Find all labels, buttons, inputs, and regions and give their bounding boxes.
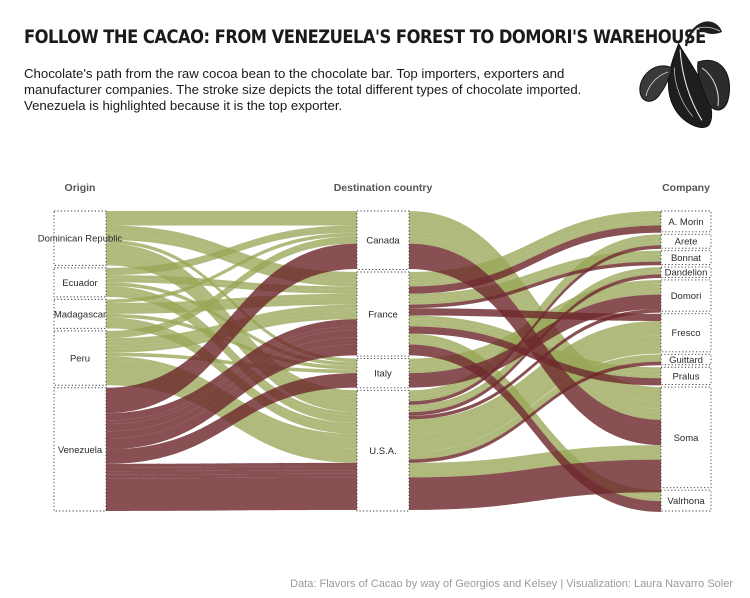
node-bonnat[interactable]: Bonnat [660, 250, 712, 266]
node-label: Arete [675, 237, 698, 248]
flow-u-s-a-to-domori [409, 308, 661, 420]
axis-title-destination-country: Destination country [334, 182, 433, 194]
node-label: France [368, 309, 398, 320]
flow-venezuela-to-u-s-a [106, 473, 357, 479]
flow-peru-to-u-s-a [106, 359, 357, 449]
flow-ecuador-to-france [106, 275, 357, 291]
node-arete[interactable]: Arete [660, 233, 712, 249]
node-label: Bonnat [671, 253, 701, 264]
flow-u-s-a-to-guittard [409, 361, 661, 463]
flow-ecuador-to-u-s-a [106, 289, 357, 423]
flow-dominican-republic-to-canada [106, 211, 357, 226]
flow-madagascar-to-france [106, 293, 357, 307]
flow-france-to-fresco [409, 308, 661, 321]
flow-venezuela-to-france [106, 344, 357, 450]
node-guittard[interactable]: Guittard [660, 353, 712, 366]
node-fresco[interactable]: Fresco [660, 313, 712, 353]
node-soma[interactable]: Soma [660, 386, 712, 489]
node-label: Guittard [669, 355, 703, 366]
flow-ecuador-to-u-s-a [106, 286, 357, 416]
flow-canada-to-soma [409, 236, 661, 420]
flow-canada-to-soma [409, 211, 661, 402]
flow-u-s-a-to-arete [409, 241, 661, 402]
node-a-morin[interactable]: A. Morin [660, 210, 712, 233]
flow-france-to-valrhona [409, 333, 661, 498]
flow-madagascar-to-canada [106, 232, 357, 303]
page-subtitle: Chocolate's path from the raw cocoa bean… [24, 66, 582, 113]
flow-venezuela-to-france [106, 319, 357, 421]
node-dandelion[interactable]: Dandelion [660, 266, 712, 279]
node-label: Italy [374, 369, 392, 380]
flow-france-to-a-morin [409, 218, 661, 283]
node-dominican-republic[interactable]: Dominican Republic [38, 210, 123, 266]
flow-dominican-republic-to-france [106, 232, 357, 283]
flow-france-to-valrhona [409, 344, 661, 512]
flow-madagascar-to-italy [106, 313, 357, 370]
node-label: Fresco [671, 328, 700, 339]
axis-title-company: Company [662, 182, 710, 194]
flow-madagascar-to-france [106, 297, 357, 314]
flow-u-s-a-to-soma [409, 459, 661, 510]
node-ecuador[interactable]: Ecuador [53, 267, 107, 298]
flow-france-to-valrhona [409, 340, 661, 502]
node-peru[interactable]: Peru [53, 330, 107, 386]
node-label: Soma [674, 433, 700, 444]
node-pralus[interactable]: Pralus [660, 366, 712, 386]
flow-france-to-bonnat [409, 261, 661, 309]
flow-u-s-a-to-fresco [409, 320, 661, 434]
flow-france-to-a-morin [409, 225, 661, 294]
cacao-pod-icon [639, 21, 730, 128]
node-label: Canada [366, 236, 400, 247]
node-canada[interactable]: Canada [356, 210, 410, 270]
node-valrhona[interactable]: Valrhona [660, 489, 712, 512]
node-france[interactable]: France [356, 271, 410, 357]
flow-venezuela-to-france [106, 326, 357, 424]
flow-u-s-a-to-fresco [409, 342, 661, 452]
flow-italy-to-domori [409, 294, 661, 388]
source-caption: Data: Flavors of Cacao by way of Georgio… [290, 578, 733, 590]
flow-france-to-a-morin [409, 211, 661, 280]
node-label: Dandelion [665, 268, 708, 279]
node-label: U.S.A. [369, 446, 396, 457]
axis-title-origin: Origin [65, 182, 96, 194]
node-label: Ecuador [62, 278, 97, 289]
flow-venezuela-to-france [106, 337, 357, 439]
flow-venezuela-to-u-s-a [106, 470, 357, 475]
flow-venezuela-to-u-s-a [106, 462, 357, 468]
flow-venezuela-to-italy [106, 373, 357, 464]
page-title: FOLLOW THE CACAO: FROM VENEZUELA'S FORES… [24, 26, 706, 48]
flow-u-s-a-to-soma [409, 445, 661, 478]
flow-u-s-a-to-arete [409, 245, 661, 405]
node-domori[interactable]: Domori [660, 279, 712, 312]
node-label: Madagascar [54, 309, 106, 320]
flow-u-s-a-to-dandelion [409, 274, 661, 416]
flow-france-to-bonnat [409, 250, 661, 298]
flow-france-to-pralus [409, 326, 661, 386]
flow-ecuador-to-canada [106, 225, 357, 276]
flow-venezuela-to-u-s-a [106, 466, 357, 472]
node-label: Peru [70, 353, 90, 364]
flow-france-to-a-morin [409, 221, 661, 287]
flow-venezuela-to-france [106, 330, 357, 432]
flow-peru-to-italy [106, 352, 357, 374]
flow-u-s-a-to-guittard [409, 354, 661, 460]
flow-dominican-republic-to-france [106, 236, 357, 287]
node-label: Pralus [673, 371, 700, 382]
node-label: Valrhona [667, 496, 705, 507]
node-u-s-a[interactable]: U.S.A. [356, 389, 410, 512]
node-madagascar[interactable]: Madagascar [53, 298, 107, 329]
flow-france-to-bonnat [409, 254, 661, 301]
node-label: Dominican Republic [38, 234, 123, 245]
flow-u-s-a-to-fresco [409, 335, 661, 442]
flow-venezuela-to-u-s-a [106, 477, 357, 511]
flow-france-to-bonnat [409, 257, 661, 305]
flow-peru-to-canada [106, 236, 357, 339]
node-label: A. Morin [668, 217, 703, 228]
node-label: Domori [671, 291, 702, 302]
node-label: Venezuela [58, 445, 103, 456]
flow-venezuela-to-canada [106, 243, 357, 414]
node-italy[interactable]: Italy [356, 358, 410, 389]
node-venezuela[interactable]: Venezuela [53, 387, 107, 512]
